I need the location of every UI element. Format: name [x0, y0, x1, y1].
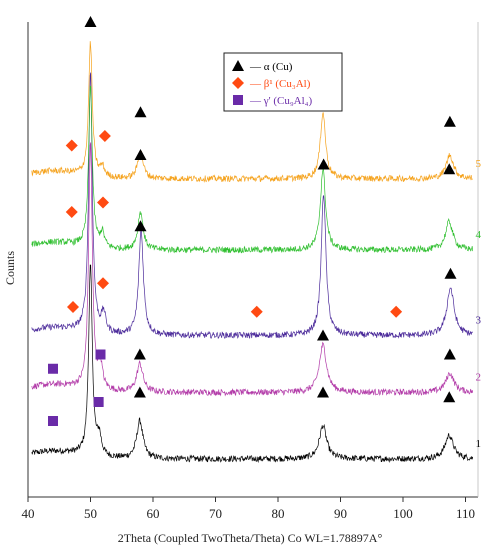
legend-diamond-icon: [232, 77, 244, 89]
beta-cu3al-marker: [97, 196, 109, 209]
beta-cu3al-marker: [65, 139, 78, 152]
series-line-1: [31, 264, 474, 464]
series-label-4: 4: [476, 229, 482, 241]
beta-cu3al-marker: [250, 305, 263, 318]
legend-square-icon: [233, 95, 243, 105]
series-line-3: [31, 72, 473, 339]
gamma-cu9al4-marker: [93, 397, 104, 407]
series-line-4: [31, 85, 474, 254]
series-line-2: [31, 142, 474, 397]
alpha-cu-marker: [134, 220, 147, 232]
legend-triangle-icon: [232, 60, 244, 71]
x-tick-label: 40: [22, 506, 35, 521]
alpha-cu-marker: [134, 149, 147, 160]
alpha-cu-marker: [443, 348, 456, 360]
series-label-2: 2: [476, 372, 482, 384]
series-label-5: 5: [476, 158, 482, 170]
beta-cu3al-marker: [97, 277, 109, 290]
beta-cu3al-marker: [65, 206, 78, 218]
legend-entry-text: — γ' (Cu₉Al₄): [249, 95, 313, 107]
alpha-cu-marker: [443, 391, 456, 403]
x-tick-label: 110: [456, 506, 475, 521]
series-line-5: [31, 41, 473, 183]
y-axis-title: Counts: [3, 251, 17, 285]
beta-cu3al-marker: [98, 130, 111, 142]
alpha-cu-marker: [317, 386, 329, 398]
legend-entry-text: — β¹ (Cu₃Al): [249, 78, 311, 90]
series-label-1: 1: [476, 438, 482, 450]
gamma-cu9al4-marker: [48, 416, 58, 426]
x-tick-label: 90: [334, 506, 347, 521]
x-axis-title: 2Theta (Coupled TwoTheta/Theta) Co WL=1.…: [118, 531, 383, 545]
alpha-cu-marker: [443, 163, 456, 175]
x-tick-label: 80: [272, 506, 285, 521]
x-tick-label: 60: [147, 506, 160, 521]
alpha-cu-marker: [317, 329, 329, 341]
gamma-cu9al4-marker: [48, 363, 58, 374]
axes: 40 50 60 70 80 90 100 110: [22, 22, 479, 521]
alpha-cu-marker: [317, 158, 330, 170]
legend: — α (Cu) — β¹ (Cu₃Al) — γ' (Cu₉Al₄): [223, 52, 343, 112]
x-tick-label: 50: [84, 506, 97, 521]
legend-box: [223, 52, 343, 112]
legend-entry-text: — α (Cu): [249, 61, 293, 73]
beta-cu3al-marker: [67, 301, 79, 313]
alpha-cu-marker: [84, 16, 97, 27]
gamma-cu9al4-marker: [95, 349, 106, 360]
series-label-3: 3: [476, 315, 482, 327]
x-tick-label: 70: [209, 506, 222, 521]
series-layer: 1 2 3 4 5: [31, 41, 482, 464]
alpha-cu-marker: [443, 115, 456, 127]
alpha-cu-marker: [444, 267, 457, 279]
alpha-cu-marker: [134, 106, 147, 118]
alpha-cu-marker: [133, 386, 146, 398]
alpha-cu-marker: [133, 348, 146, 360]
beta-cu3al-marker: [390, 305, 403, 318]
x-tick-label: 100: [393, 506, 413, 521]
